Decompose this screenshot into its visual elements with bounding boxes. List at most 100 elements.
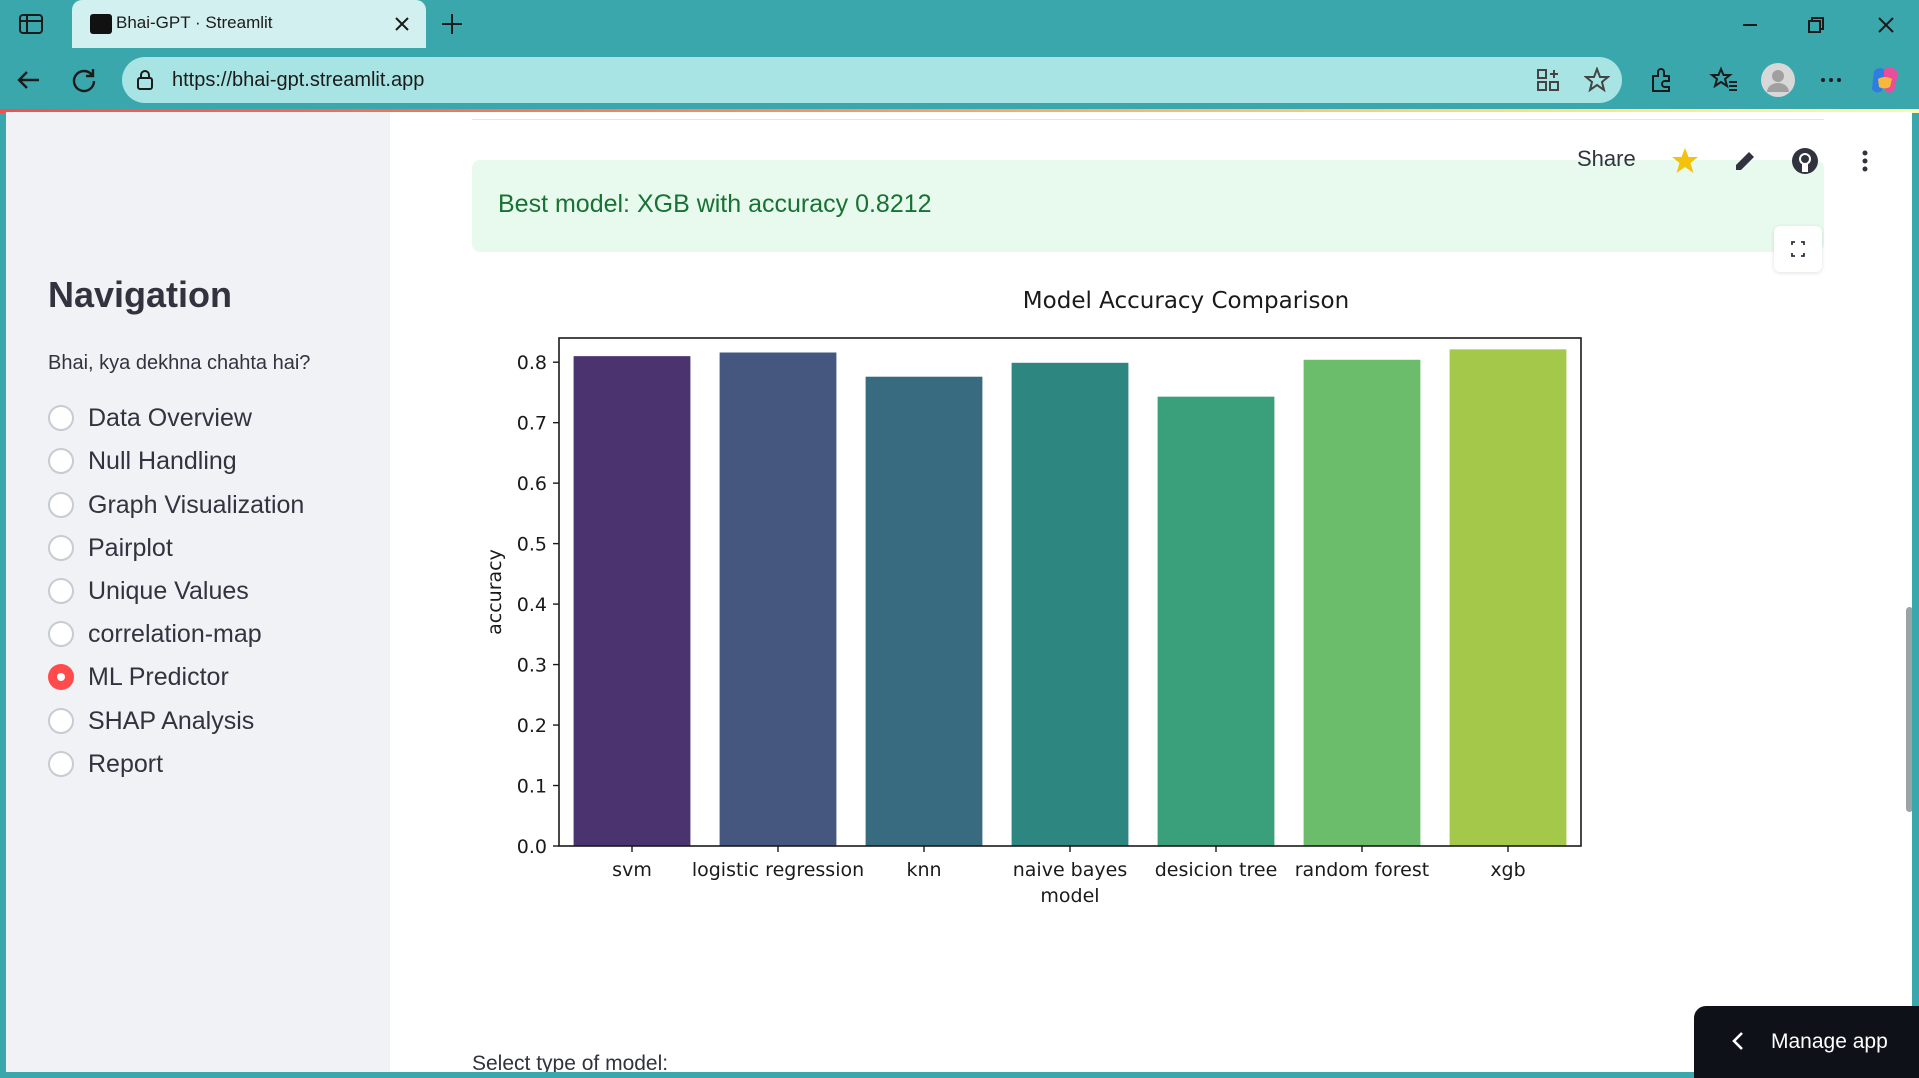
bar-logistic-regression — [719, 352, 837, 846]
y-tick-label: 0.5 — [517, 534, 547, 556]
radio-circle[interactable] — [48, 405, 74, 431]
url-text[interactable]: https://bhai-gpt.streamlit.app — [172, 69, 425, 91]
radio-label[interactable]: ML Predictor — [88, 662, 229, 691]
previous-element-edge — [472, 112, 1824, 120]
streamlit-favicon-icon — [90, 14, 112, 34]
success-message: Best model: XGB with accuracy 0.8212 — [498, 190, 932, 218]
radio-label[interactable]: SHAP Analysis — [88, 706, 255, 735]
fullscreen-button[interactable] — [1774, 226, 1822, 272]
y-axis: 0.0 0.1 0.2 0.3 0.4 0.5 0.6 0.7 0.8 — [517, 352, 559, 858]
radio-circle[interactable] — [48, 751, 74, 777]
browser-tab[interactable]: Bhai-GPT · Streamlit — [72, 0, 426, 48]
chevron-left-icon — [1728, 1030, 1750, 1052]
x-axis: svm logistic regression knn naive bayes desi… — [612, 846, 1526, 881]
app-available-icon[interactable] — [1535, 67, 1561, 93]
bar-random-forest — [1303, 359, 1421, 846]
sidebar-toggle-icon[interactable] — [18, 12, 44, 36]
favorites-icon[interactable] — [1709, 65, 1739, 95]
x-tick-label: knn — [906, 859, 941, 881]
x-tick-label: logistic regression — [692, 859, 864, 881]
y-tick-label: 0.0 — [517, 836, 547, 858]
radio-option-report[interactable]: Report — [48, 746, 163, 782]
radio-option-unique-values[interactable]: Unique Values — [48, 573, 249, 609]
x-tick-label: naive bayes — [1013, 859, 1127, 881]
y-tick-label: 0.6 — [517, 473, 547, 495]
bar-naive-bayes — [1011, 362, 1129, 846]
accuracy-bar-chart: Model Accuracy Comparison 0.00.10.20.30.… — [484, 288, 1582, 907]
fullscreen-icon — [1791, 241, 1805, 257]
address-bar[interactable]: https://bhai-gpt.streamlit.app — [122, 57, 1622, 103]
streamlit-decoration-bar — [0, 109, 1919, 113]
close-window-icon[interactable] — [1871, 10, 1901, 40]
bar-xgb — [1449, 349, 1567, 846]
sidebar: Navigation Bhai, kya dekhna chahta hai? … — [6, 112, 390, 1072]
back-arrow-icon[interactable] — [13, 64, 45, 96]
restore-icon[interactable] — [1801, 10, 1831, 40]
chart-title: Model Accuracy Comparison — [1023, 288, 1349, 314]
profile-avatar-icon[interactable] — [1760, 62, 1796, 98]
x-tick-label: random forest — [1295, 859, 1429, 881]
bar-svm — [573, 356, 691, 846]
radio-option-ml-predictor[interactable]: ML Predictor — [48, 659, 229, 695]
radio-label[interactable]: Unique Values — [88, 576, 249, 605]
y-tick-label: 0.8 — [517, 352, 547, 374]
x-tick-label: xgb — [1490, 859, 1525, 881]
main-menu-icon[interactable] — [1850, 146, 1880, 176]
copilot-icon[interactable] — [1868, 63, 1902, 97]
more-options-icon[interactable] — [1816, 65, 1846, 95]
minimize-icon[interactable] — [1735, 10, 1765, 40]
radio-circle-selected[interactable] — [48, 664, 74, 690]
radio-option-pairplot[interactable]: Pairplot — [48, 530, 173, 566]
y-tick-label: 0.1 — [517, 776, 547, 798]
radio-circle[interactable] — [48, 708, 74, 734]
radio-option-correlation-map[interactable]: correlation-map — [48, 616, 262, 652]
radio-option-null-handling[interactable]: Null Handling — [48, 443, 237, 479]
x-tick-label: svm — [612, 859, 652, 881]
scrollbar-thumb[interactable] — [1906, 607, 1912, 812]
github-icon[interactable] — [1790, 146, 1820, 176]
new-tab-icon[interactable] — [438, 10, 466, 38]
lock-icon[interactable] — [134, 69, 156, 91]
radio-label[interactable]: Data Overview — [88, 403, 252, 432]
radio-label[interactable]: Null Handling — [88, 446, 237, 475]
tab-title: Bhai-GPT · Streamlit — [116, 13, 273, 32]
manage-app-label: Manage app — [1771, 1030, 1888, 1053]
close-tab-icon[interactable] — [390, 12, 414, 36]
radio-label[interactable]: correlation-map — [88, 619, 262, 648]
radio-circle[interactable] — [48, 448, 74, 474]
bar-group — [573, 349, 1567, 846]
radio-label[interactable]: Graph Visualization — [88, 490, 305, 519]
bar-knn — [865, 376, 983, 846]
y-tick-label: 0.7 — [517, 413, 547, 435]
x-axis-label: model — [1040, 885, 1099, 907]
radio-circle[interactable] — [48, 492, 74, 518]
y-axis-label: accuracy — [484, 549, 506, 635]
favorite-star-icon[interactable] — [1583, 66, 1611, 93]
y-tick-label: 0.4 — [517, 594, 547, 616]
radio-label[interactable]: Pairplot — [88, 533, 173, 562]
star-icon[interactable] — [1670, 146, 1700, 176]
radio-option-graph-visualization[interactable]: Graph Visualization — [48, 487, 304, 523]
model-select-label: Select type of model: — [472, 1052, 669, 1072]
success-alert: Best model: XGB with accuracy 0.8212 — [472, 160, 1824, 252]
radio-group-label: Bhai, kya dekhna chahta hai? — [48, 352, 311, 374]
radio-option-shap-analysis[interactable]: SHAP Analysis — [48, 703, 254, 739]
radio-circle[interactable] — [48, 535, 74, 561]
y-tick-label: 0.3 — [517, 655, 547, 677]
share-button[interactable]: Share — [1577, 146, 1636, 171]
radio-option-data-overview[interactable]: Data Overview — [48, 400, 252, 436]
sidebar-heading: Navigation — [48, 274, 233, 315]
extensions-icon[interactable] — [1647, 65, 1677, 95]
browser-toolbar: https://bhai-gpt.streamlit.app — [0, 50, 1919, 110]
x-tick-label: desicion tree — [1155, 859, 1278, 881]
bar-desicion-tree — [1157, 396, 1275, 846]
manage-app-button[interactable]: Manage app — [1694, 1006, 1919, 1078]
y-tick-label: 0.2 — [517, 715, 547, 737]
radio-circle[interactable] — [48, 578, 74, 604]
radio-circle[interactable] — [48, 621, 74, 647]
browser-tab-bar: Bhai-GPT · Streamlit — [0, 0, 1919, 50]
page-viewport: Navigation Bhai, kya dekhna chahta hai? … — [6, 112, 1912, 1072]
reload-icon[interactable] — [68, 64, 100, 96]
radio-label[interactable]: Report — [88, 749, 164, 778]
edit-pencil-icon[interactable] — [1730, 146, 1760, 176]
